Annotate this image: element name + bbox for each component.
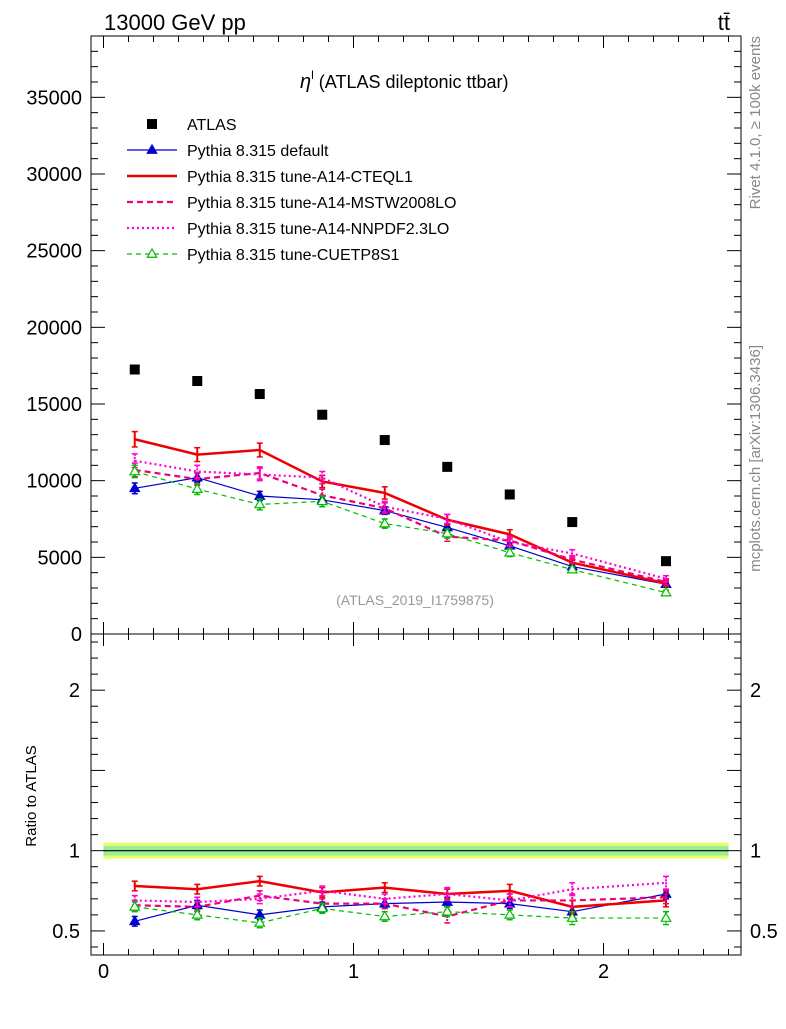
plot-title: ηl (ATLAS dileptonic ttbar) bbox=[300, 68, 509, 93]
legend-group: ATLAS Pythia 8.315 default Pythia 8.315 tu… bbox=[127, 117, 456, 264]
x-tick-label: 1 bbox=[348, 961, 359, 983]
ratio-marker-cuetp bbox=[566, 911, 579, 922]
title-rest: (ATLAS dileptonic ttbar) bbox=[314, 72, 509, 92]
ratio-marker-cuetp bbox=[378, 910, 391, 921]
y-tick-label: 30000 bbox=[26, 164, 82, 186]
mcplots-label: mcplots.cern.ch [arXiv:1306.3436] bbox=[747, 345, 764, 572]
ratio-marker-cuetp bbox=[441, 905, 454, 916]
legend-marker-cuetp bbox=[146, 247, 158, 258]
y-tick-label: 35000 bbox=[26, 87, 82, 109]
series-group bbox=[128, 430, 672, 929]
data-point-atlas bbox=[567, 517, 578, 528]
data-point-atlas bbox=[661, 556, 671, 567]
main-marker-cuetp bbox=[503, 546, 516, 557]
data-point-atlas bbox=[442, 461, 453, 472]
rivet-label: Rivet 4.1.0, ≥ 100k events bbox=[747, 36, 764, 209]
ratio-band-group bbox=[103, 842, 729, 859]
main-marker-cuetp bbox=[316, 495, 329, 506]
ratio-tick-label-left: 0.5 bbox=[52, 921, 80, 943]
frames-group bbox=[90, 35, 742, 956]
legend-marker-default bbox=[146, 143, 158, 154]
ratio-line-nnpdf bbox=[134, 881, 667, 904]
x-tick-label: 0 bbox=[98, 961, 109, 983]
ratio-tick-label-left: 2 bbox=[69, 680, 80, 702]
ratio-tick-label-left: 1 bbox=[69, 841, 80, 863]
ratio-tick-label-right: 2 bbox=[750, 680, 761, 702]
ratio-frame bbox=[90, 633, 742, 956]
data-group bbox=[129, 364, 671, 567]
legend-label-cuetp: Pythia 8.315 tune-CUETP8S1 bbox=[187, 247, 400, 264]
data-point-atlas bbox=[129, 364, 140, 375]
main-marker-cuetp bbox=[191, 482, 204, 493]
main-marker-cuetp bbox=[660, 586, 672, 597]
main-marker-cuetp bbox=[378, 517, 391, 528]
data-point-atlas bbox=[192, 376, 203, 386]
ratio-marker-cuetp bbox=[503, 908, 516, 919]
main-line-mstw bbox=[134, 468, 667, 583]
header-right-label: tt̄ bbox=[718, 10, 730, 35]
ratio-marker-cuetp bbox=[660, 911, 672, 922]
main-line-cteql1 bbox=[134, 438, 667, 585]
main-marker-cuetp bbox=[566, 563, 579, 574]
ratio-marker-cuetp bbox=[191, 908, 204, 919]
ticks-group: 0 1 2 0 5000 10000 15000 20000 25000 30000 35000 0.… bbox=[26, 36, 778, 983]
y-tick-label: 15000 bbox=[26, 394, 82, 416]
main-marker-cuetp bbox=[128, 465, 141, 476]
analysis-id-label: (ATLAS_2019_I1759875) bbox=[336, 592, 494, 608]
main-line-cuetp bbox=[134, 470, 667, 594]
data-point-atlas bbox=[379, 435, 390, 446]
legend-marker-atlas bbox=[147, 119, 157, 129]
y-tick-label: 0 bbox=[71, 624, 82, 646]
legend-label-nnpdf: Pythia 8.315 tune-A14-NNPDF2.3LO bbox=[187, 221, 449, 238]
legend-label-cteql1: Pythia 8.315 tune-A14-CTEQL1 bbox=[187, 169, 413, 186]
data-point-atlas bbox=[317, 409, 328, 420]
main-marker-default bbox=[128, 482, 141, 493]
y-tick-label: 10000 bbox=[26, 471, 82, 493]
legend-label-mstw: Pythia 8.315 tune-A14-MSTW2008LO bbox=[187, 195, 456, 212]
ratio-marker-cuetp bbox=[128, 900, 141, 911]
legend-label-default: Pythia 8.315 default bbox=[187, 143, 329, 160]
ratio-tick-label-right: 1 bbox=[750, 841, 761, 863]
y-tick-label: 25000 bbox=[26, 241, 82, 263]
data-point-atlas bbox=[504, 489, 515, 500]
main-marker-cuetp bbox=[441, 527, 454, 538]
ratio-tick-label-right: 0.5 bbox=[750, 921, 778, 943]
ratio-marker-cuetp bbox=[253, 916, 266, 927]
header-left-label: 13000 GeV pp bbox=[104, 10, 246, 35]
ratio-marker-cuetp bbox=[316, 902, 329, 913]
y-tick-label: 20000 bbox=[26, 317, 82, 339]
main-line-nnpdf bbox=[134, 459, 667, 580]
title-sup: l bbox=[311, 68, 314, 82]
main-marker-cuetp bbox=[253, 498, 266, 509]
data-point-atlas bbox=[254, 389, 265, 400]
ratio-marker-default bbox=[128, 915, 141, 926]
x-tick-label: 2 bbox=[598, 961, 609, 983]
legend-label-atlas: ATLAS bbox=[187, 117, 237, 134]
ratio-ylabel: Ratio to ATLAS bbox=[23, 745, 40, 846]
title-main: η bbox=[300, 71, 311, 93]
y-tick-label: 5000 bbox=[38, 547, 83, 569]
